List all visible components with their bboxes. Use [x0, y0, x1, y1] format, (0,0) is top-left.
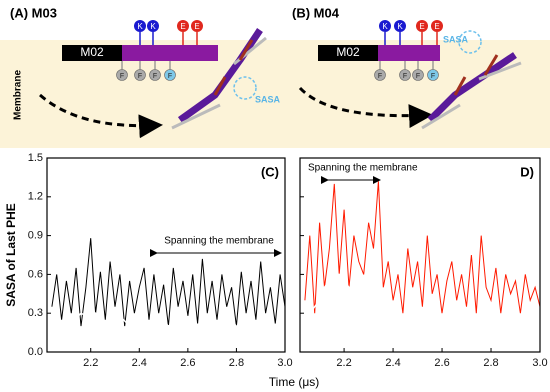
- residue-label: F: [416, 73, 420, 80]
- residue: [394, 20, 406, 32]
- y-axis-label: SASA of Last PHE: [4, 203, 18, 307]
- segment-label: M02: [336, 45, 360, 59]
- residue: [416, 20, 428, 32]
- x-tick-label: 2.6: [434, 357, 449, 369]
- sasa-circle: [233, 76, 257, 100]
- x-axis-label: Time (μs): [269, 375, 319, 389]
- residue: [431, 20, 443, 32]
- residue: [147, 20, 159, 32]
- y-tick-label: 1.5: [28, 152, 43, 164]
- x-tick-label: 2.6: [180, 357, 195, 369]
- x-tick-label: 3.0: [277, 357, 292, 369]
- y-tick-label: 0.6: [28, 268, 43, 280]
- residue: [164, 69, 176, 81]
- x-tick-label: 2.2: [83, 357, 98, 369]
- peptide-side: [421, 61, 522, 130]
- segment-box: [318, 45, 378, 61]
- residue: [134, 20, 146, 32]
- residue-label: F: [378, 73, 382, 80]
- residue-label: K: [382, 22, 388, 31]
- membrane-label: Membrane: [13, 70, 24, 120]
- panel-title: (B) M04: [292, 5, 340, 20]
- smoothed-line: [51, 309, 286, 330]
- residue: [134, 69, 146, 81]
- plot-frame: [46, 157, 286, 353]
- x-tick-label: 2.2: [336, 357, 351, 369]
- sasa-line: [51, 238, 286, 327]
- x-tick-label: 2.4: [385, 357, 400, 369]
- panel-label: D): [520, 164, 534, 179]
- residue-label: K: [150, 22, 156, 31]
- residue-label: K: [397, 22, 403, 31]
- residue: [399, 69, 411, 81]
- annotation: Spanning the membrane: [164, 236, 274, 247]
- y-tick-label: 0.3: [28, 307, 43, 319]
- y-tick-label: 1.2: [28, 191, 43, 203]
- trajectory-arrow: [39, 93, 163, 139]
- residue-label: F: [120, 73, 124, 80]
- residue: [116, 69, 128, 81]
- peptide-side: [453, 54, 499, 96]
- residue: [412, 69, 424, 81]
- residue: [191, 20, 203, 32]
- residue-label: F: [138, 73, 142, 80]
- smoothed-line: [304, 273, 541, 333]
- sasa-label: SASA: [443, 34, 469, 44]
- segment-label: M02: [80, 45, 104, 59]
- residue-label: E: [194, 22, 199, 31]
- residue: [149, 69, 161, 81]
- residue: [427, 69, 439, 81]
- residue-label: E: [434, 22, 439, 31]
- residue: [177, 20, 189, 32]
- sasa-circle: [458, 30, 482, 54]
- trajectory-arrow: [298, 86, 433, 129]
- residue-label: F: [431, 73, 435, 80]
- x-tick-label: 2.8: [483, 357, 498, 369]
- sasa-line: [304, 181, 541, 314]
- residue: [379, 20, 391, 32]
- x-tick-label: 2.4: [132, 357, 147, 369]
- y-tick-label: 0.9: [28, 230, 43, 242]
- helix-bar: [122, 45, 218, 61]
- residue-label: F: [403, 73, 407, 80]
- x-tick-label: 3.0: [532, 357, 547, 369]
- peptide: [427, 52, 517, 123]
- y-tick-label: 0.0: [28, 346, 43, 358]
- panel-title: (A) M03: [10, 5, 57, 20]
- helix-bar: [378, 45, 440, 61]
- annotation: Spanning the membrane: [308, 163, 418, 174]
- residue-label: K: [137, 22, 143, 31]
- residue-label: E: [419, 22, 424, 31]
- residue-label: E: [180, 22, 185, 31]
- x-tick-label: 2.8: [229, 357, 244, 369]
- plot-frame: [299, 157, 541, 353]
- peptide-side: [171, 36, 267, 130]
- peptide-side: [213, 39, 254, 96]
- sasa-label: SASA: [255, 94, 281, 104]
- residue-label: F: [168, 73, 172, 80]
- panel-label: (C): [261, 164, 279, 179]
- residue-label: F: [153, 73, 157, 80]
- segment-box: [62, 45, 122, 61]
- residue: [374, 69, 386, 81]
